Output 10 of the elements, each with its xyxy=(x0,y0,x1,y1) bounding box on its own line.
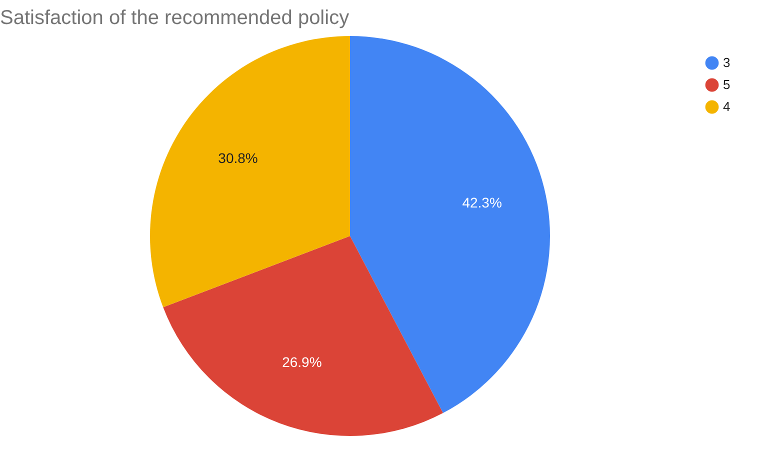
data-label: 42.3% xyxy=(462,194,502,210)
legend-label: 3 xyxy=(723,55,730,70)
pie-slice xyxy=(150,36,350,308)
pie-slice xyxy=(350,36,550,414)
data-label: 26.9% xyxy=(282,354,322,370)
legend-label: 4 xyxy=(723,99,730,114)
data-label: 30.8% xyxy=(218,150,258,166)
legend-label: 5 xyxy=(723,77,730,92)
pie-slice xyxy=(163,236,444,436)
chart-title: Satisfaction of the recommended policy xyxy=(0,7,350,29)
